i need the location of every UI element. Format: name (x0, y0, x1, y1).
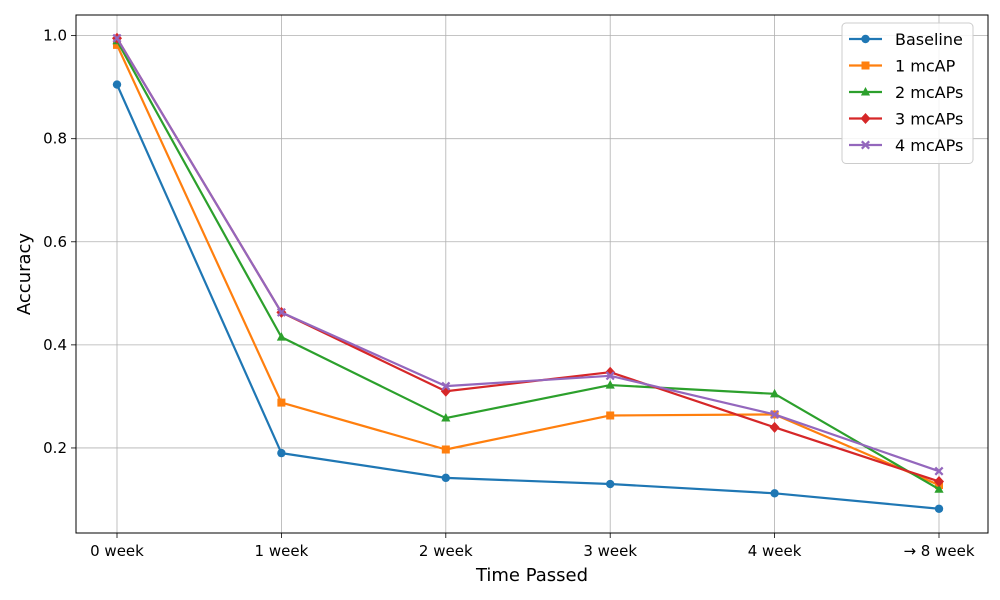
data-point (113, 40, 121, 49)
data-point (441, 473, 450, 483)
legend: Baseline 1 mcAP 2 mcAPs 3 mcAPs 4 mcAPs (841, 22, 974, 164)
data-point (277, 398, 286, 407)
series-line (115, 84, 940, 510)
data-point (861, 61, 870, 70)
x-tick-label: → 8 week (903, 542, 974, 560)
x-tick-label: 0 week (90, 542, 144, 560)
legend-entry: 1 mcAP (849, 57, 956, 76)
series-line (116, 40, 940, 491)
data-point (861, 140, 870, 150)
data-point (860, 113, 871, 124)
legend-label: 1 mcAP (895, 57, 956, 76)
legend-entry: Baseline (849, 30, 963, 49)
data-point (112, 80, 122, 89)
series-3 (112, 35, 944, 493)
data-point (934, 504, 944, 513)
x-tick-label: 2 week (419, 542, 473, 560)
legend-entry: 3 mcAPs (849, 110, 963, 129)
data-point (934, 484, 944, 493)
legend-box (841, 22, 974, 164)
series-1 (112, 80, 944, 513)
data-point (934, 475, 944, 487)
data-point (441, 413, 451, 422)
legend-label: 2 mcAPs (895, 83, 963, 102)
data-point (606, 411, 615, 420)
y-tick-label: 0.4 (43, 336, 67, 354)
plot-frame (75, 14, 989, 534)
data-point (276, 307, 286, 317)
data-point (276, 332, 286, 341)
x-tick-label: 4 week (748, 542, 802, 560)
data-point (861, 34, 870, 44)
y-axis-ticks: 0.2 0.4 0.6 0.8 1.0 (43, 27, 76, 457)
data-point (441, 381, 451, 391)
data-point (277, 448, 286, 458)
legend-label: Baseline (895, 30, 963, 49)
data-point (112, 33, 122, 43)
x-axis-ticks: 0 week 1 week 2 week 3 week 4 week → 8 week (90, 533, 975, 560)
legend-label: 3 mcAPs (895, 110, 963, 129)
data-point (605, 371, 615, 381)
y-axis-label: Accuracy (14, 233, 35, 316)
series-line (116, 37, 940, 473)
data-point (934, 466, 944, 476)
legend-label: 4 mcAPs (895, 136, 963, 155)
y-tick-label: 0.6 (43, 233, 67, 251)
data-point (860, 87, 871, 96)
data-point (606, 479, 615, 489)
series-line (116, 44, 940, 487)
data-point (770, 489, 779, 498)
legend-entry: 2 mcAPs (849, 83, 963, 102)
data-point (441, 445, 450, 454)
x-tick-label: 1 week (255, 542, 309, 560)
x-axis-label: Time Passed (475, 565, 588, 586)
data-point (770, 409, 780, 419)
y-tick-label: 0.2 (43, 439, 67, 457)
data-point (770, 388, 780, 398)
data-point (769, 421, 780, 433)
data-point (605, 380, 615, 389)
y-tick-label: 1.0 (43, 27, 67, 45)
series-2 (113, 40, 943, 490)
legend-entry: 4 mcAPs (849, 136, 963, 155)
x-tick-label: 3 week (583, 542, 637, 560)
y-tick-label: 0.8 (43, 130, 67, 148)
series-5 (112, 33, 944, 476)
series-layer (112, 32, 944, 513)
series-line (116, 37, 940, 483)
